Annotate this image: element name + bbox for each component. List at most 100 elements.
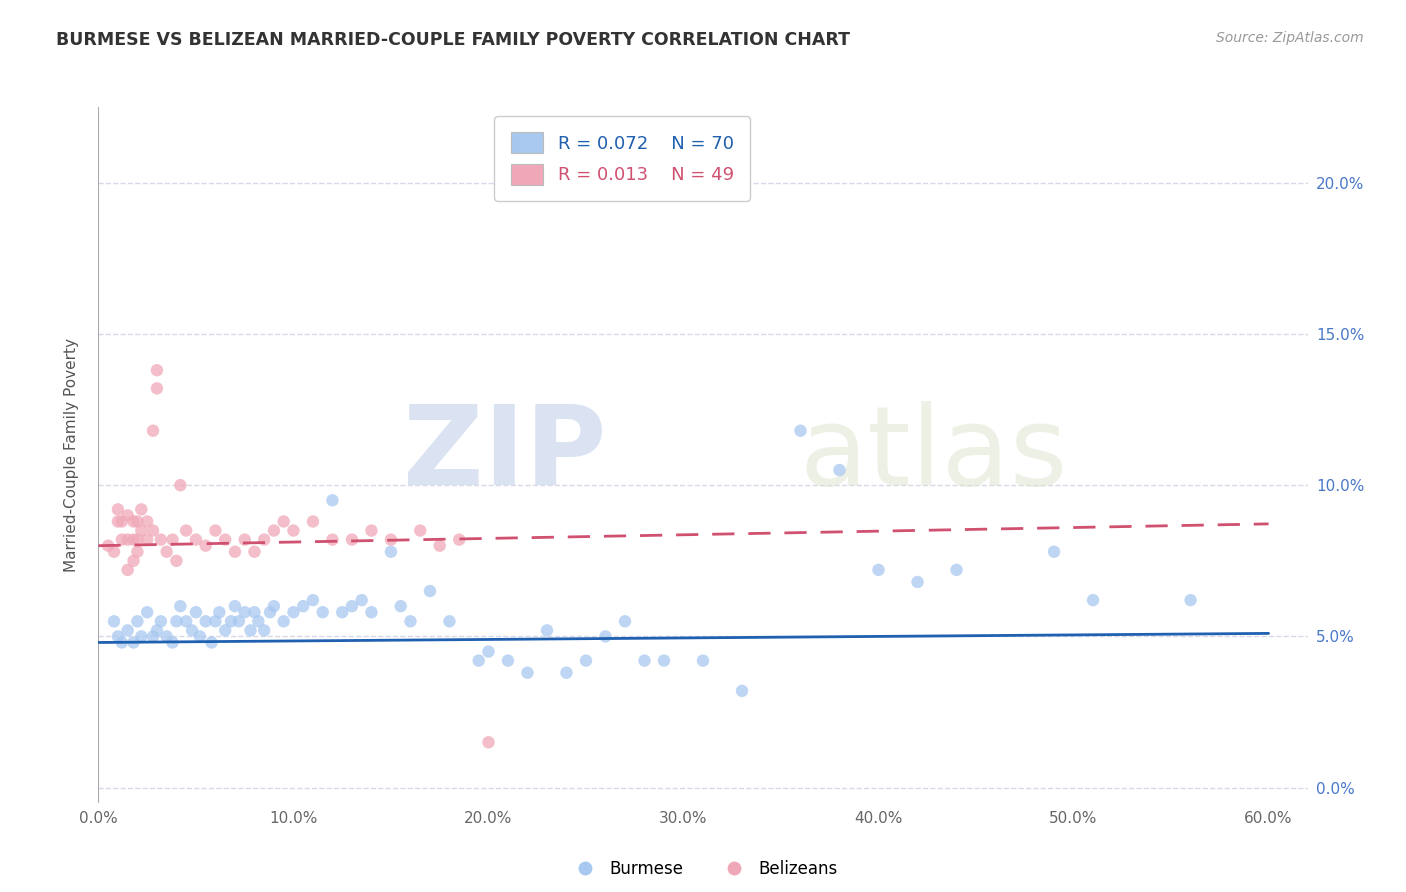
Point: [194, 539, 217, 553]
Point: [142, 424, 165, 438]
Point: [692, 654, 714, 668]
Point: [389, 599, 412, 614]
Point: [117, 533, 139, 547]
Point: [162, 635, 184, 649]
Point: [477, 644, 499, 658]
Point: [103, 545, 125, 559]
Point: [111, 515, 134, 529]
Point: [253, 533, 276, 547]
Point: [239, 624, 262, 638]
Point: [136, 533, 159, 547]
Point: [575, 654, 598, 668]
Point: [127, 533, 149, 547]
Point: [131, 629, 153, 643]
Point: [477, 735, 499, 749]
Point: [174, 524, 197, 538]
Point: [1081, 593, 1104, 607]
Point: [321, 533, 343, 547]
Point: [350, 593, 373, 607]
Point: [142, 524, 165, 538]
Point: [214, 624, 236, 638]
Point: [174, 615, 197, 629]
Point: [340, 599, 363, 614]
Point: [907, 574, 929, 589]
Point: [200, 635, 222, 649]
Point: [409, 524, 432, 538]
Point: [156, 545, 179, 559]
Point: [380, 545, 402, 559]
Point: [243, 545, 266, 559]
Point: [1180, 593, 1202, 607]
Point: [283, 605, 305, 619]
Point: [149, 615, 172, 629]
Point: [184, 605, 207, 619]
Point: [419, 584, 441, 599]
Point: [169, 599, 191, 614]
Point: [945, 563, 967, 577]
Point: [107, 515, 129, 529]
Point: [194, 615, 217, 629]
Point: [214, 533, 236, 547]
Point: [107, 502, 129, 516]
Point: [273, 615, 295, 629]
Point: [204, 524, 226, 538]
Point: [188, 629, 211, 643]
Point: [184, 533, 207, 547]
Point: [595, 629, 617, 643]
Point: [149, 533, 172, 547]
Point: [330, 605, 353, 619]
Point: [467, 654, 489, 668]
Point: [127, 615, 149, 629]
Point: [263, 524, 285, 538]
Y-axis label: Married-Couple Family Poverty: Married-Couple Family Poverty: [65, 338, 79, 572]
Point: [789, 424, 811, 438]
Point: [117, 563, 139, 577]
Point: [380, 533, 402, 547]
Point: [1043, 545, 1066, 559]
Point: [146, 363, 169, 377]
Text: atlas: atlas: [800, 401, 1069, 508]
Point: [165, 554, 187, 568]
Point: [633, 654, 655, 668]
Point: [122, 554, 145, 568]
Point: [253, 624, 276, 638]
Point: [122, 515, 145, 529]
Point: [439, 615, 461, 629]
Point: [122, 635, 145, 649]
Point: [103, 615, 125, 629]
Point: [259, 605, 281, 619]
Point: [136, 605, 159, 619]
Point: [127, 545, 149, 559]
Point: [156, 629, 179, 643]
Point: [449, 533, 471, 547]
Point: [536, 624, 558, 638]
Point: [292, 599, 315, 614]
Point: [136, 515, 159, 529]
Point: [273, 515, 295, 529]
Point: [399, 615, 422, 629]
Point: [127, 515, 149, 529]
Point: [169, 478, 191, 492]
Point: [243, 605, 266, 619]
Point: [146, 381, 169, 395]
Point: [219, 615, 242, 629]
Point: [302, 515, 325, 529]
Point: [360, 605, 382, 619]
Point: [496, 654, 519, 668]
Text: Source: ZipAtlas.com: Source: ZipAtlas.com: [1216, 31, 1364, 45]
Point: [224, 545, 246, 559]
Point: [312, 605, 335, 619]
Point: [131, 502, 153, 516]
Point: [868, 563, 890, 577]
Point: [97, 539, 120, 553]
Point: [122, 533, 145, 547]
Point: [228, 615, 250, 629]
Point: [107, 629, 129, 643]
Point: [652, 654, 675, 668]
Point: [263, 599, 285, 614]
Point: [181, 624, 204, 638]
Text: ZIP: ZIP: [404, 401, 606, 508]
Point: [204, 615, 226, 629]
Text: BURMESE VS BELIZEAN MARRIED-COUPLE FAMILY POVERTY CORRELATION CHART: BURMESE VS BELIZEAN MARRIED-COUPLE FAMIL…: [56, 31, 851, 49]
Point: [429, 539, 451, 553]
